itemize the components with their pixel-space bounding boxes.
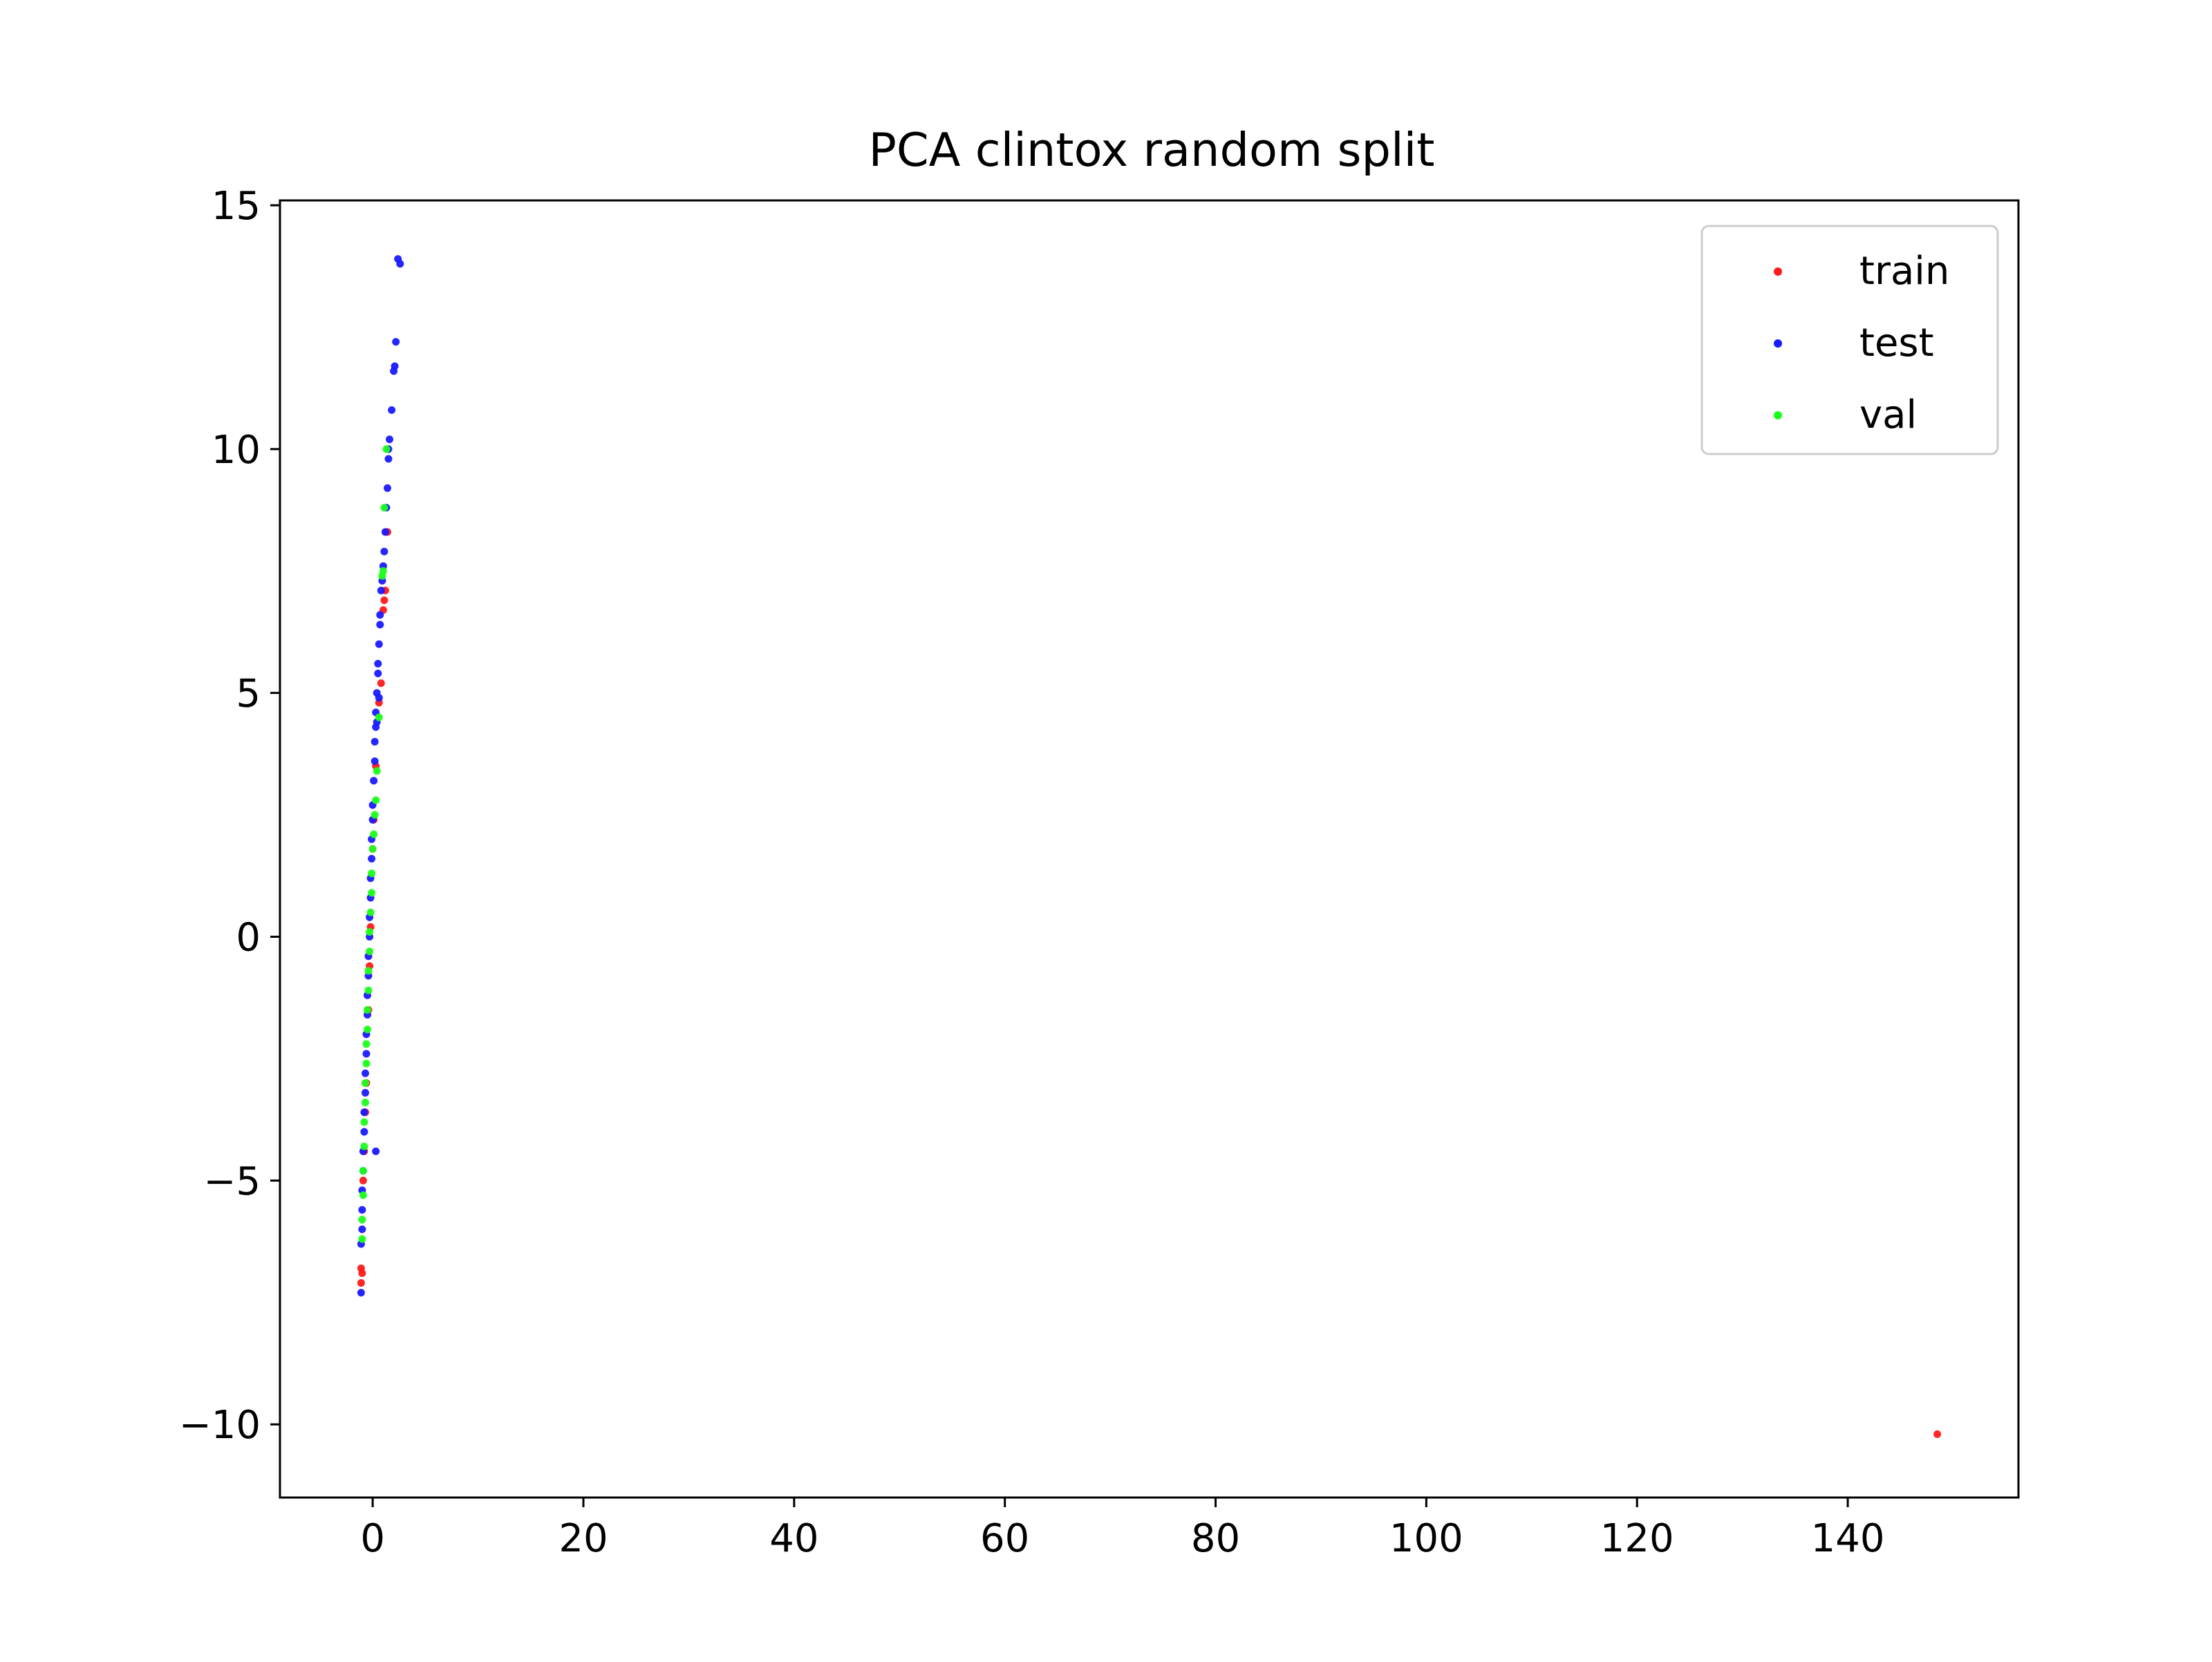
val-point xyxy=(370,830,378,838)
test-point xyxy=(381,528,389,536)
val-point xyxy=(366,947,374,956)
test-point xyxy=(376,621,384,629)
val-point xyxy=(375,713,383,721)
val-point xyxy=(362,1040,371,1048)
x-tick-label: 140 xyxy=(1811,1516,1885,1561)
val-point xyxy=(382,445,391,453)
val-point xyxy=(362,1079,369,1087)
test-point xyxy=(384,455,393,463)
test-point xyxy=(370,777,378,785)
train-point xyxy=(359,1176,367,1184)
val-point xyxy=(368,869,376,878)
test-point xyxy=(368,855,376,863)
val-point xyxy=(358,1216,366,1224)
val-point xyxy=(364,986,373,994)
val-point xyxy=(362,1059,371,1068)
test-point xyxy=(371,737,379,746)
test-point xyxy=(372,1147,380,1155)
legend-label-train: train xyxy=(1859,249,1949,294)
test-point xyxy=(362,1069,369,1077)
test-point xyxy=(375,694,383,702)
test-point xyxy=(390,367,398,375)
val-point xyxy=(362,1098,369,1106)
test-point xyxy=(376,611,384,619)
val-point xyxy=(360,1118,368,1126)
legend-label-test: test xyxy=(1859,321,1934,366)
y-tick-label: −10 xyxy=(179,1403,261,1448)
test-point xyxy=(358,1225,366,1234)
test-point xyxy=(388,406,396,414)
test-point xyxy=(357,1289,365,1297)
y-tick-label: 5 xyxy=(236,672,261,717)
test-point xyxy=(358,1206,366,1214)
legend-marker-val xyxy=(1774,411,1782,419)
val-point xyxy=(366,908,375,916)
val-point xyxy=(368,889,376,897)
val-point xyxy=(364,967,373,975)
test-point xyxy=(362,1088,369,1097)
train-point xyxy=(1933,1430,1942,1438)
test-point xyxy=(396,260,404,268)
x-tick-label: 60 xyxy=(980,1516,1029,1561)
train-point xyxy=(357,1279,365,1287)
x-tick-label: 120 xyxy=(1600,1516,1674,1561)
x-tick-label: 80 xyxy=(1191,1516,1240,1561)
chart-title: PCA clintox random split xyxy=(868,123,1434,177)
val-point xyxy=(364,1005,371,1014)
val-point xyxy=(373,767,381,775)
val-point xyxy=(358,1235,366,1243)
test-point xyxy=(375,640,383,648)
test-point xyxy=(374,670,382,677)
series-val xyxy=(358,445,391,1243)
val-point xyxy=(359,1167,367,1175)
legend-marker-train xyxy=(1774,267,1782,276)
legend-label-val: val xyxy=(1859,393,1917,437)
test-point xyxy=(360,1108,368,1116)
val-point xyxy=(371,811,379,819)
legend: train test val xyxy=(1700,225,1999,455)
x-tick-label: 20 xyxy=(559,1516,608,1561)
val-point xyxy=(364,1026,371,1034)
test-point xyxy=(360,1128,368,1136)
test-point xyxy=(371,757,379,765)
y-tick-label: 10 xyxy=(212,428,261,473)
x-tick-label: 0 xyxy=(360,1516,385,1561)
test-point xyxy=(386,435,393,444)
axes: 0 20 40 60 80 100 120 140 −10 −5 0 5 10 15 xyxy=(179,184,2020,1561)
val-point xyxy=(372,796,380,804)
legend-box xyxy=(1700,225,1999,455)
val-point xyxy=(359,1191,367,1199)
y-tick-label: −5 xyxy=(203,1159,261,1204)
test-point xyxy=(380,547,388,556)
x-tick-label: 40 xyxy=(769,1516,818,1561)
y-tick-label: 0 xyxy=(236,916,261,961)
test-point xyxy=(392,338,400,346)
test-point xyxy=(377,587,385,594)
val-point xyxy=(360,1142,368,1151)
train-point xyxy=(358,1269,366,1277)
test-point xyxy=(374,659,382,668)
y-tick-label: 15 xyxy=(212,184,261,229)
val-point xyxy=(366,928,374,936)
plot-frame xyxy=(279,199,2020,1499)
train-point xyxy=(380,596,388,605)
test-point xyxy=(384,484,391,492)
val-point xyxy=(378,572,386,580)
val-point xyxy=(380,504,388,512)
legend-marker-test xyxy=(1774,339,1782,348)
test-point xyxy=(362,1050,371,1058)
train-point xyxy=(377,679,385,688)
plot-area xyxy=(357,255,1942,1438)
val-point xyxy=(368,845,377,853)
x-tick-label: 100 xyxy=(1389,1516,1463,1561)
